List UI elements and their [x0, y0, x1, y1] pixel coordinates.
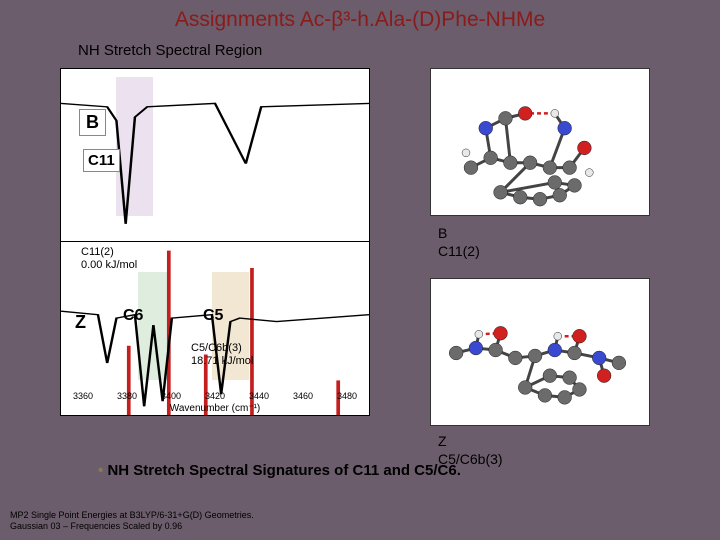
peak-label-c11: C11 [83, 149, 120, 172]
peak-label-c5: C5 [203, 307, 223, 325]
spectrum-panel: B C11 C11(2) 0.00 kJ/mol Z C6 C5 C5/C6b(… [60, 68, 370, 416]
bullet-icon: • [98, 462, 103, 479]
energy2-value: 18.71 kJ/mol [191, 355, 253, 367]
molecule-panel-z [430, 278, 650, 426]
energy1-name: C11(2) [81, 246, 114, 258]
peak-label-c6: C6 [123, 307, 143, 325]
xtick: 3400 [161, 391, 181, 401]
bullet-text: NH Stretch Spectral Signatures of C11 an… [107, 462, 460, 479]
mol-b-line2: C11(2) [438, 243, 480, 259]
energy1-value: 0.00 kJ/mol [81, 259, 137, 271]
x-axis-label: Wavenumber (cm⁻¹) [61, 403, 369, 414]
molecule-z [431, 279, 649, 425]
xtick: 3360 [73, 391, 93, 401]
energy-label-2: C5/C6b(3) 18.71 kJ/mol [191, 342, 253, 368]
bullet-point: • NH Stretch Spectral Signatures of C11 … [98, 462, 461, 479]
molecule-b [431, 69, 649, 215]
band-label-b: B [79, 109, 106, 136]
xtick: 3420 [205, 391, 225, 401]
xtick: 3480 [337, 391, 357, 401]
mol-b-line1: B [438, 225, 447, 241]
energy2-name: C5/C6b(3) [191, 342, 242, 354]
xtick: 3460 [293, 391, 313, 401]
spectrum-bottom: C11(2) 0.00 kJ/mol Z C6 C5 C5/C6b(3) 18.… [61, 242, 369, 415]
spectrum-top: B C11 [61, 69, 369, 242]
footnote-line2: Gaussian 03 – Frequencies Scaled by 0.96 [10, 521, 182, 531]
mol-z-line1: Z [438, 433, 447, 449]
footnote: MP2 Single Point Energies at B3LYP/6-31+… [10, 510, 254, 532]
footnote-line1: MP2 Single Point Energies at B3LYP/6-31+… [10, 510, 254, 520]
xtick: 3440 [249, 391, 269, 401]
molecule-panel-b [430, 68, 650, 216]
band-label-z: Z [75, 312, 86, 333]
subtitle: NH Stretch Spectral Region [78, 42, 262, 59]
xtick: 3380 [117, 391, 137, 401]
molecule-label-b: B C11(2) [438, 224, 480, 260]
energy-label-1: C11(2) 0.00 kJ/mol [81, 246, 137, 272]
slide-title: Assignments Ac-β³-h.Ala-(D)Phe-NHMe [0, 0, 720, 32]
